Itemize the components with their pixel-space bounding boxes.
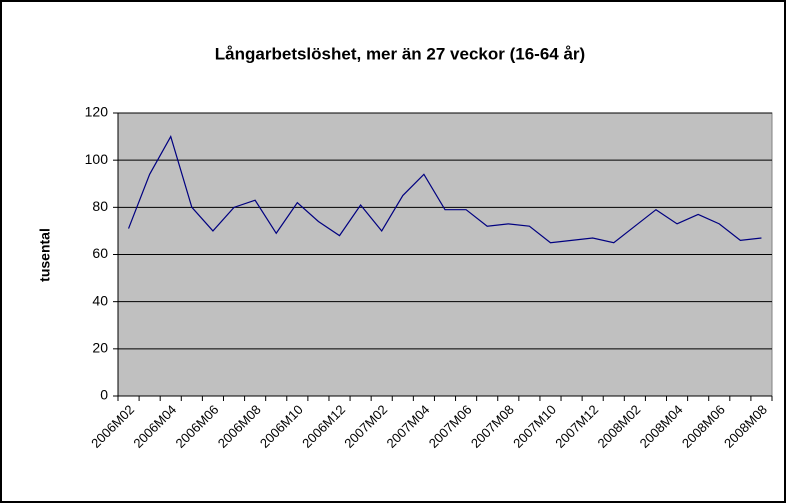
y-tick-label: 80 [92,198,108,214]
y-tick-label: 0 [100,387,108,403]
y-tick-label: 60 [92,245,108,261]
data-line [127,135,762,244]
y-axis-label: tusental [37,228,53,282]
y-tick-label: 120 [85,104,109,120]
y-tick-label: 20 [92,340,108,356]
chart-title: Långarbetslöshet, mer än 27 veckor (16-6… [215,44,585,63]
y-tick-label: 100 [85,151,109,167]
y-tick-label: 40 [92,292,108,308]
